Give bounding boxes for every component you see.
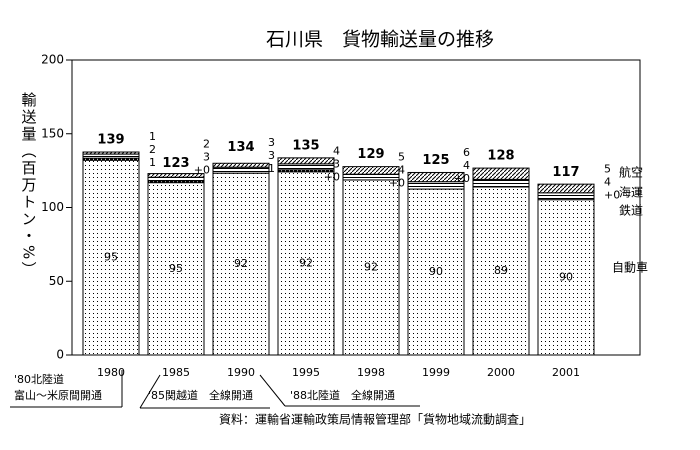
value-label: +0 [389, 177, 405, 190]
y-tick-label: 0 [56, 348, 64, 362]
bar-segment [472, 167, 530, 180]
x-tick-label: 2001 [552, 366, 580, 379]
bar-segment [147, 176, 205, 182]
value-label: 95 [169, 262, 183, 275]
x-tick-label: 1985 [162, 366, 190, 379]
source: 資料：運輸省運輸政策局情報管理部「貨物地域流動調査」 [219, 412, 531, 427]
bar-segment [212, 166, 270, 174]
value-label: +0 [604, 188, 620, 201]
bar-segment [82, 153, 140, 159]
bar-segment [147, 182, 205, 356]
x-tick-label: 1980 [97, 366, 125, 379]
value-label: 4 [604, 175, 611, 188]
value-label: 1 [149, 130, 156, 143]
value-label: 4 [463, 159, 470, 172]
total-label: 128 [487, 149, 514, 164]
value-label: +0 [194, 163, 210, 176]
value-label: 92 [364, 260, 378, 273]
total-label: 129 [357, 147, 384, 162]
legend-label: 航空 [619, 165, 643, 180]
y-axis-label: 輸送量（百万トン・%） [20, 92, 38, 278]
value-label: 89 [494, 264, 508, 277]
bar-segment [407, 188, 465, 356]
total-label: 123 [162, 156, 189, 171]
bar-segment [277, 171, 335, 356]
y-tick-label: 50 [49, 274, 64, 288]
value-label: 3 [203, 150, 210, 163]
bar-segment [277, 163, 335, 171]
value-label: +0 [454, 172, 470, 185]
annotation: '80北陸道 [14, 372, 64, 386]
bar-segment [82, 159, 140, 356]
legend-label: 海運 [619, 185, 643, 200]
bar-segment [537, 199, 595, 356]
legend-label: 鉄道 [619, 203, 643, 218]
value-label: 92 [299, 256, 313, 269]
bar-segment [342, 179, 400, 356]
x-tick-label: 1999 [422, 366, 450, 379]
value-label: 2 [149, 143, 156, 156]
value-label: 3 [333, 158, 340, 171]
value-label: 92 [234, 257, 248, 270]
value-label: 4 [398, 164, 405, 177]
value-label: +0 [324, 171, 340, 184]
bar-segment [472, 186, 530, 356]
y-tick-label: 100 [41, 200, 64, 214]
y-tick-label: 150 [41, 126, 64, 140]
x-tick-label: 2000 [487, 366, 515, 379]
chart-title: 石川県 貨物輸送量の推移 [266, 29, 494, 51]
total-label: 117 [552, 165, 579, 180]
bracket [259, 374, 286, 407]
value-label: 5 [398, 151, 405, 164]
total-label: 135 [292, 138, 319, 153]
value-label: 3 [268, 149, 275, 162]
value-label: 1 [149, 156, 156, 169]
value-label: 90 [559, 270, 573, 283]
value-label: 3 [268, 136, 275, 149]
value-label: 95 [104, 251, 118, 264]
bar-segment [342, 166, 400, 175]
x-tick-label: 1990 [227, 366, 255, 379]
bar-segment [147, 173, 205, 178]
total-label: 139 [97, 132, 124, 147]
x-tick-label: 1995 [292, 366, 320, 379]
bar-segment [407, 171, 465, 183]
legend-label: 自動車 [612, 261, 648, 275]
total-label: 125 [422, 153, 449, 168]
x-tick-label: 1998 [357, 366, 385, 379]
annotation: '85関越道 全線開通 [148, 388, 253, 402]
bar-segment [82, 151, 140, 155]
bar-segment [472, 178, 530, 188]
value-label: 1 [268, 162, 275, 175]
bracket [139, 374, 161, 409]
bar-segment [537, 192, 595, 201]
bar-segment [537, 183, 595, 194]
value-label: 4 [333, 145, 340, 158]
value-label: 90 [429, 265, 443, 278]
annotation: '88北陸道 全線開通 [290, 388, 395, 402]
y-tick-label: 200 [41, 53, 64, 67]
value-label: 2 [203, 137, 210, 150]
bar-segment [277, 157, 335, 165]
bar-segment [212, 162, 270, 168]
value-label: 5 [604, 162, 611, 175]
value-label: 6 [463, 146, 470, 159]
total-label: 134 [227, 140, 254, 155]
annotation: 富山～米原間開通 [14, 388, 102, 402]
